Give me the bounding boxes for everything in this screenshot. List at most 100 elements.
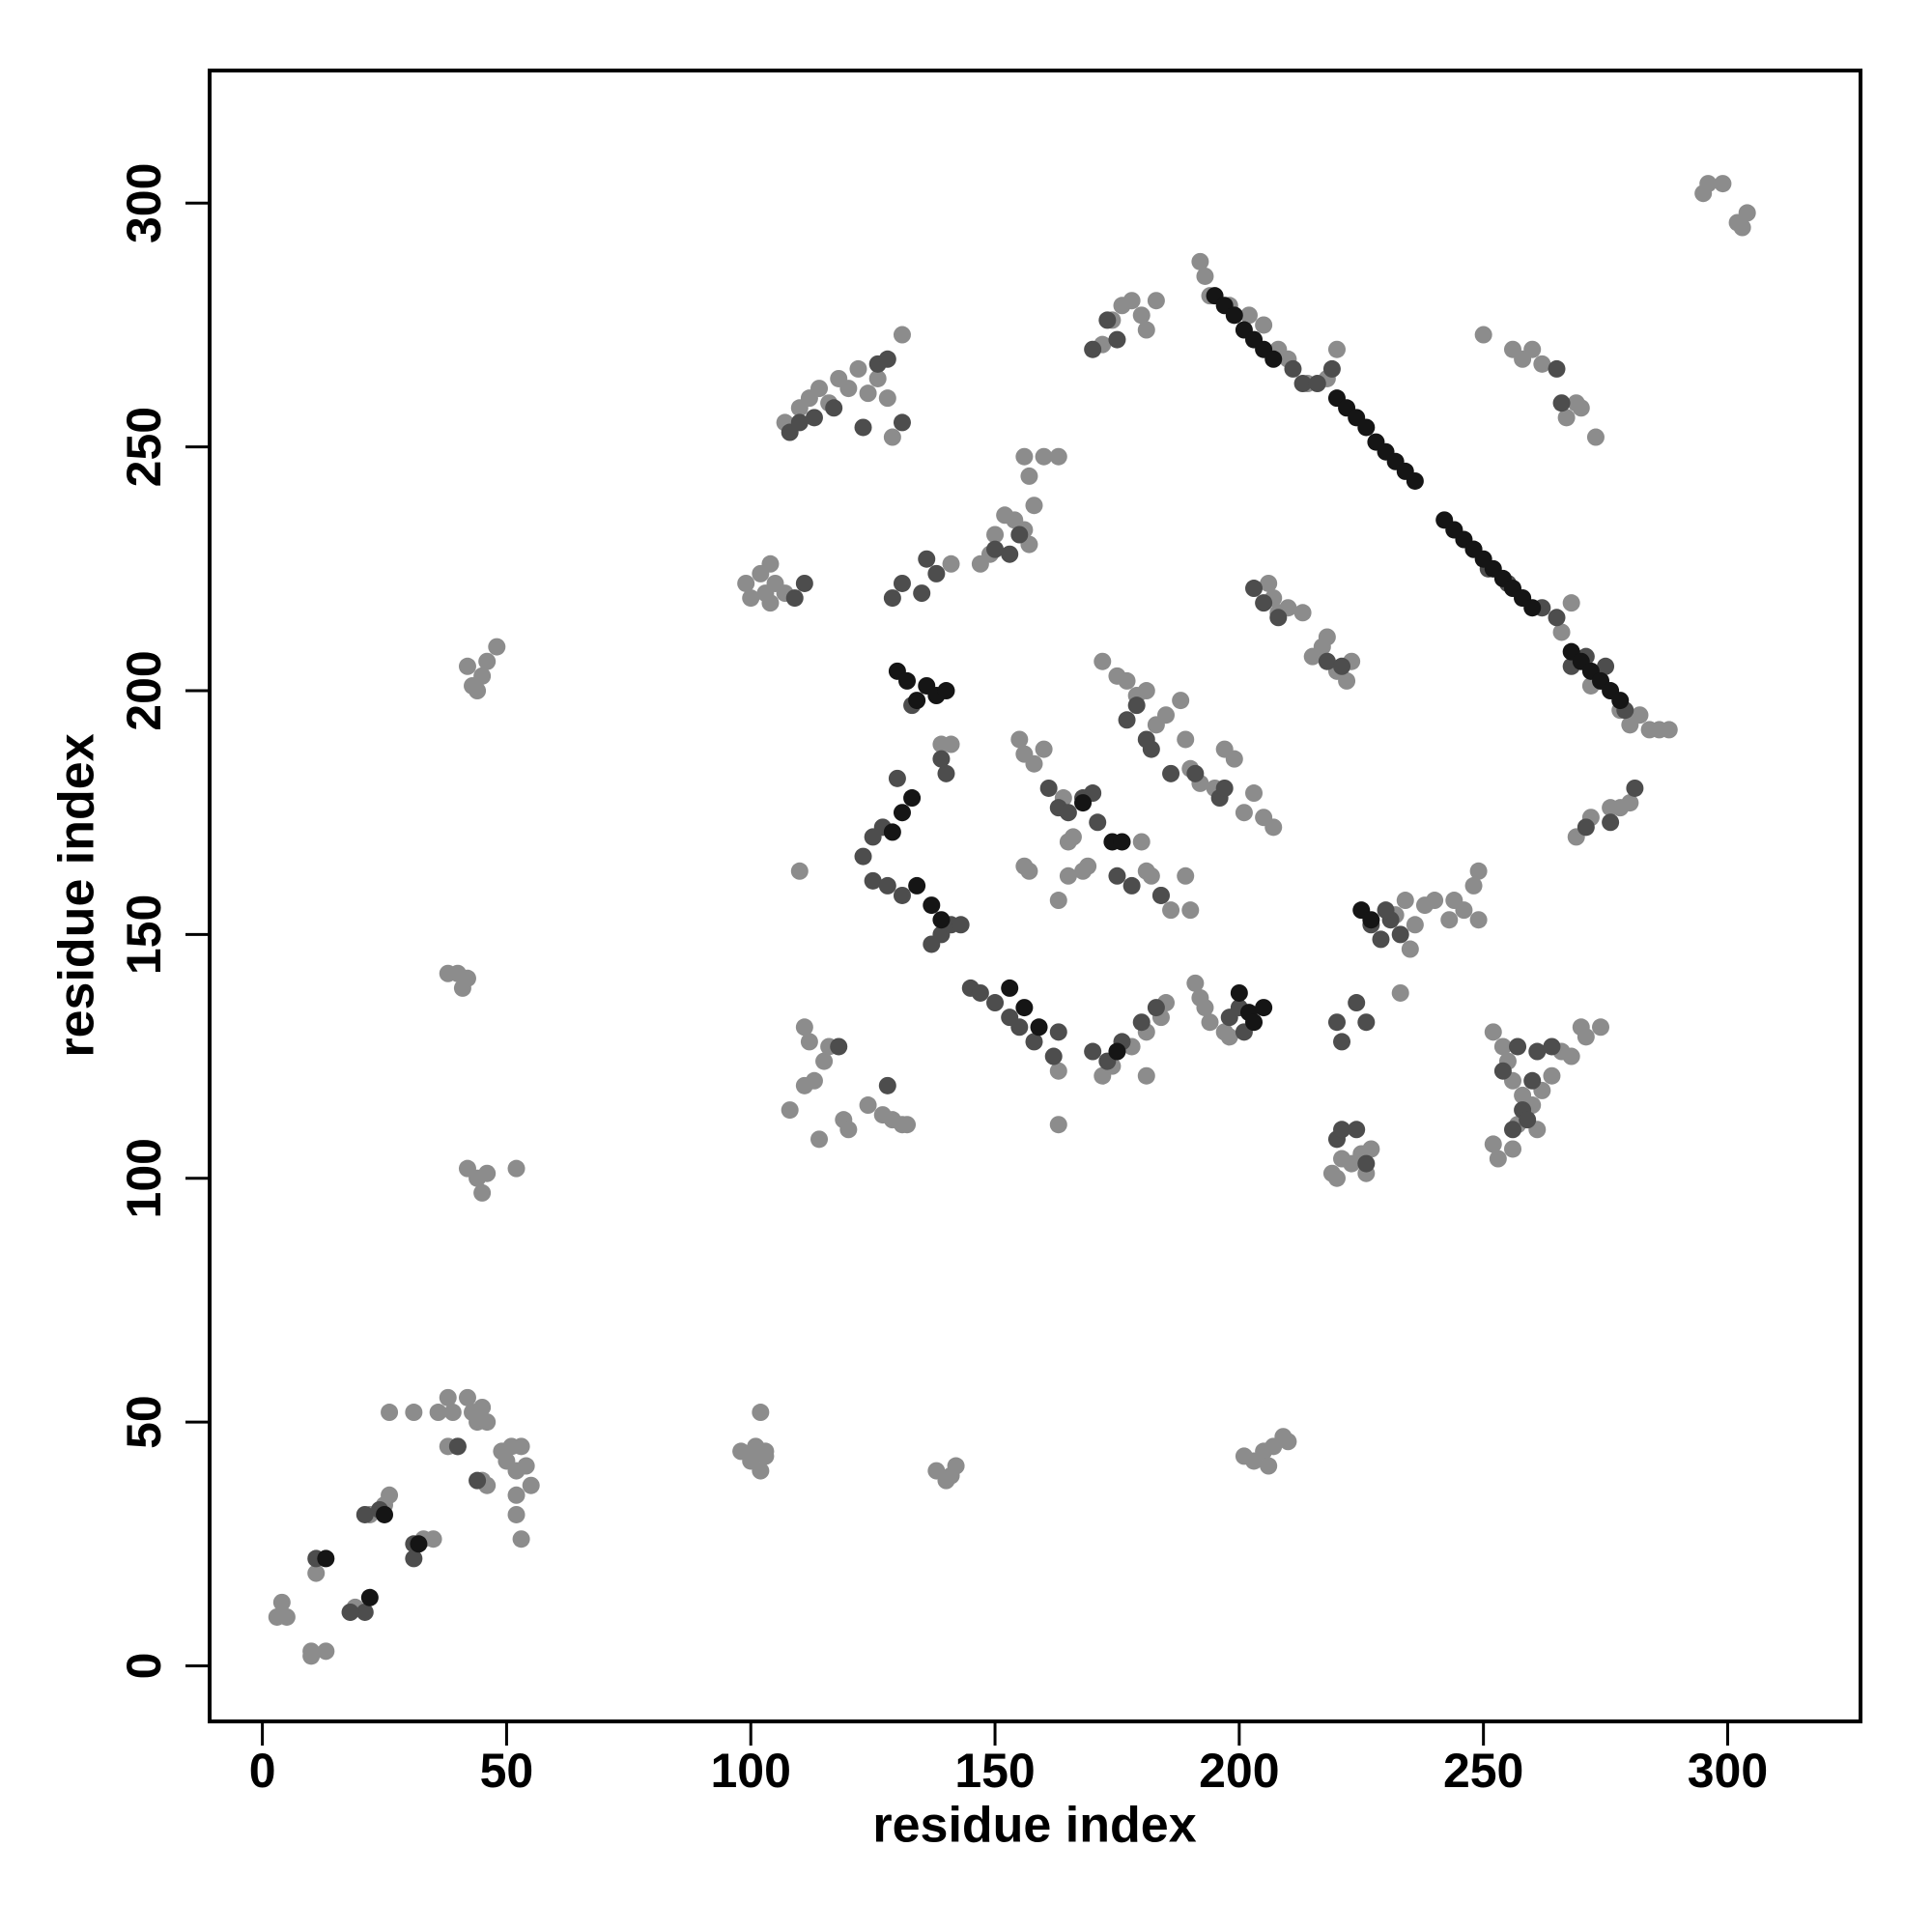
point — [1245, 1013, 1264, 1032]
point — [1157, 706, 1176, 724]
point — [1001, 979, 1019, 997]
point — [742, 589, 760, 608]
point — [1260, 1457, 1278, 1475]
plot-frame — [208, 69, 1862, 1723]
point — [458, 969, 476, 987]
point — [1025, 754, 1043, 773]
point — [1362, 1140, 1380, 1158]
point — [1255, 316, 1273, 334]
point — [1137, 682, 1155, 700]
point — [1191, 252, 1209, 270]
point — [878, 350, 896, 368]
point — [1039, 779, 1058, 797]
point — [1562, 1047, 1580, 1065]
point — [1098, 311, 1117, 329]
point — [1484, 1135, 1502, 1153]
point — [1406, 916, 1424, 934]
point — [1484, 1023, 1502, 1041]
x-tick-label: 150 — [954, 1744, 1035, 1798]
point — [1015, 447, 1034, 466]
point — [1279, 1433, 1297, 1451]
point — [507, 1505, 526, 1523]
point — [1010, 1018, 1029, 1037]
x-tick-label: 50 — [480, 1744, 534, 1798]
point — [1255, 999, 1273, 1017]
point — [410, 1535, 428, 1553]
point — [1172, 692, 1190, 710]
point — [1738, 204, 1756, 222]
y-tick-label: 150 — [117, 895, 171, 975]
point — [1631, 706, 1649, 724]
point — [1469, 862, 1488, 880]
point — [1181, 901, 1200, 920]
point — [1260, 574, 1278, 592]
point — [1177, 867, 1195, 885]
point — [888, 769, 906, 787]
point — [439, 1388, 457, 1406]
point — [1049, 1062, 1067, 1080]
point — [1264, 818, 1283, 837]
point — [1464, 876, 1483, 895]
point — [942, 554, 960, 573]
point — [1523, 340, 1542, 358]
point — [1577, 1028, 1595, 1046]
point — [1127, 696, 1146, 715]
point — [1030, 1018, 1048, 1037]
point — [1177, 730, 1195, 749]
point — [1079, 857, 1097, 875]
point — [1089, 813, 1107, 832]
point — [429, 1404, 447, 1422]
point — [1293, 375, 1312, 393]
point — [458, 1388, 476, 1406]
point — [913, 584, 931, 603]
point — [512, 1530, 530, 1548]
point — [277, 1607, 296, 1626]
point — [1186, 764, 1205, 782]
point — [893, 326, 911, 344]
point — [883, 589, 901, 608]
y-axis-label: residue index — [49, 733, 105, 1057]
point — [272, 1593, 291, 1611]
point — [424, 1530, 442, 1548]
point — [1025, 1033, 1043, 1051]
point — [341, 1603, 359, 1621]
point — [1284, 359, 1302, 378]
point — [478, 1164, 497, 1182]
point — [1084, 1042, 1102, 1061]
point — [1562, 594, 1580, 612]
point — [986, 994, 1005, 1012]
point — [1372, 930, 1390, 949]
point — [1010, 730, 1029, 749]
point — [878, 389, 896, 408]
point — [1493, 1037, 1512, 1056]
point — [1132, 833, 1151, 851]
point — [1318, 652, 1336, 670]
point — [1509, 1037, 1527, 1056]
point — [522, 1476, 540, 1494]
point — [903, 789, 922, 808]
point — [1118, 671, 1136, 690]
point — [1142, 867, 1160, 885]
point — [1225, 306, 1243, 325]
point — [790, 862, 809, 880]
point — [761, 594, 780, 612]
point — [1132, 1013, 1151, 1032]
point — [1489, 1150, 1507, 1168]
x-tick-label: 300 — [1688, 1744, 1768, 1798]
point — [1733, 218, 1751, 237]
point — [1215, 779, 1234, 797]
point — [1059, 804, 1077, 822]
point — [1015, 999, 1034, 1017]
point — [810, 1130, 829, 1149]
point — [898, 1116, 917, 1134]
point — [898, 671, 917, 690]
point — [839, 380, 858, 398]
point — [893, 413, 911, 432]
point — [405, 1549, 423, 1568]
point — [1660, 721, 1678, 739]
point — [1230, 983, 1248, 1002]
point — [1225, 750, 1243, 768]
point — [448, 1437, 467, 1456]
point — [1338, 671, 1356, 690]
point — [883, 823, 901, 841]
